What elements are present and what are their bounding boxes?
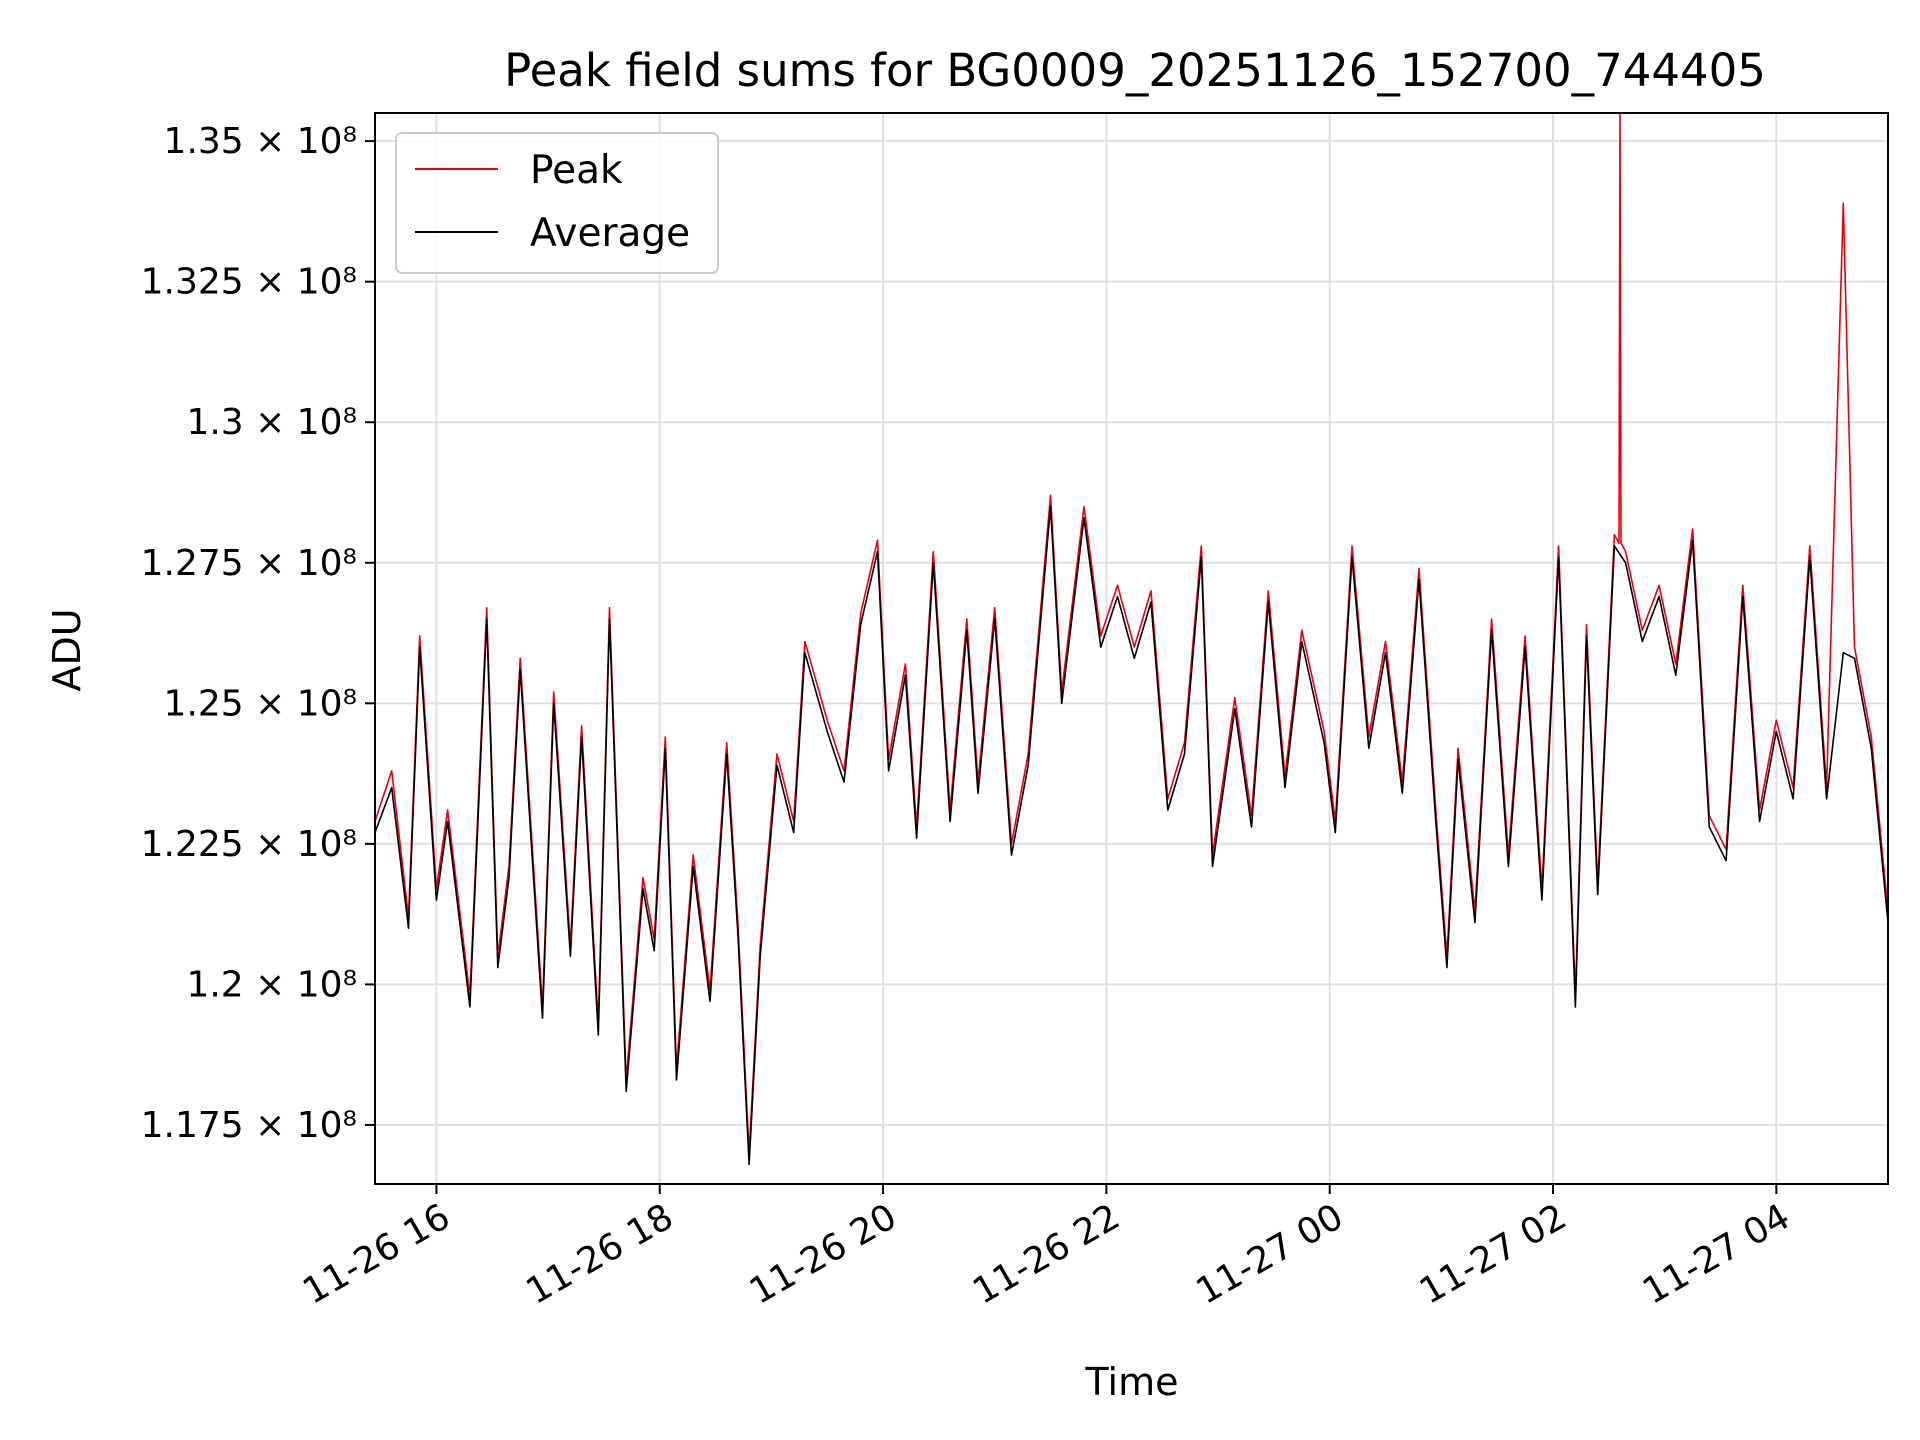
y-axis-ticks: 1.175 × 10⁸ 1.2 × 10⁸ 1.225 × 10⁸ 1.25 × 10…: [141, 121, 375, 1146]
y-axis-label: ADU: [45, 608, 89, 691]
legend: Peak Average: [395, 132, 719, 274]
y-tick-label: 1.35 × 10⁸: [164, 121, 357, 162]
y-tick-label: 1.325 × 10⁸: [141, 262, 357, 303]
plot-frame: [374, 112, 1889, 1185]
legend-label-average: Average: [530, 211, 690, 256]
series-line-average: [375, 505, 1888, 1166]
x-axis-label: Time: [1085, 1360, 1179, 1404]
y-tick-label: 1.275 × 10⁸: [141, 543, 357, 584]
y-tick-label: 1.225 × 10⁸: [141, 824, 357, 865]
y-tick-label: 1.2 × 10⁸: [186, 964, 357, 1005]
grid: [375, 113, 1888, 1184]
y-tick-label: 1.3 × 10⁸: [186, 402, 357, 443]
chart-title: Peak field sums for BG0009_20251126_1527…: [504, 44, 1766, 97]
legend-label-peak: Peak: [530, 148, 623, 193]
series-layer: [375, 113, 1888, 1166]
y-tick-label: 1.25 × 10⁸: [164, 683, 357, 724]
y-tick-label: 1.175 × 10⁸: [141, 1105, 357, 1146]
